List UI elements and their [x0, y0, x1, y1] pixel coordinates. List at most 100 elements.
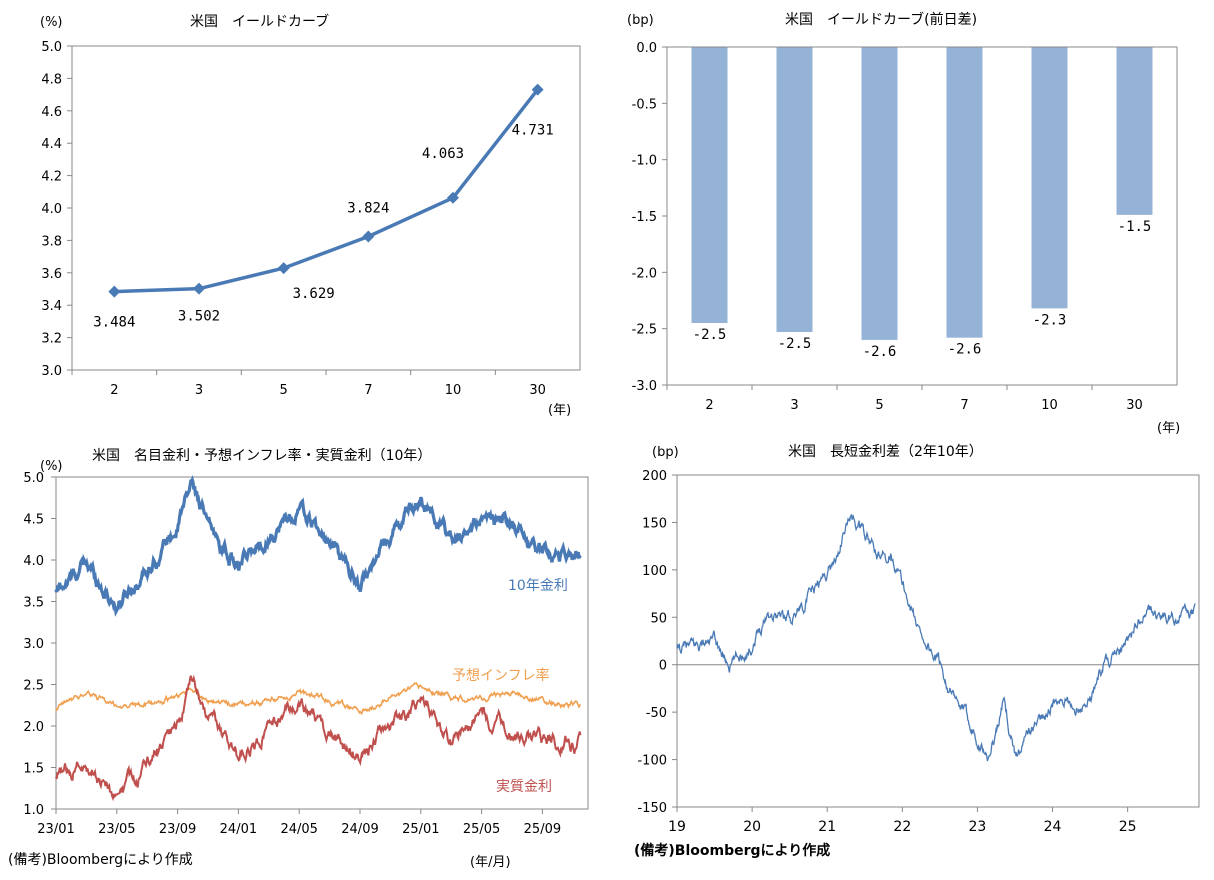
data-label: -2.6	[948, 342, 982, 358]
data-point	[193, 282, 205, 295]
bar	[776, 47, 813, 333]
x-tick-label: 30	[529, 383, 546, 398]
x-tick-label: 30	[1126, 398, 1143, 413]
y-unit-label: (%)	[40, 459, 63, 474]
chart-title: 米国 イールドカーブ	[190, 13, 329, 30]
x-tick-label: 20	[743, 819, 761, 835]
y-tick-label: 4.6	[41, 105, 62, 120]
series-label: 実質金利	[496, 779, 552, 795]
y-tick-label: 3.6	[41, 267, 62, 282]
x-tick-label: 24/01	[220, 822, 257, 837]
y-tick-label: 4.2	[41, 170, 62, 185]
y-tick-label: 1.0	[23, 803, 44, 818]
y-tick-label: -1.5	[632, 210, 657, 225]
x-tick-label: 23/05	[98, 822, 135, 837]
bar	[1031, 47, 1068, 309]
x-unit-label: (年/月)	[470, 855, 511, 870]
series-line	[676, 514, 1196, 762]
plot-layer: 0.0 -0.5 -1.0 -1.5 -2.0 -2.5 -3.0 2 -2.5 3 -2.5 5 -2…	[632, 41, 1177, 413]
data-label: 3.824	[347, 201, 389, 217]
y-tick-label: 3.5	[23, 596, 44, 611]
x-tick-label: 24/09	[341, 822, 378, 837]
data-label: -2.5	[778, 336, 812, 352]
x-tick-label: 2	[110, 383, 118, 398]
series-line	[55, 674, 582, 802]
y-tick-label: 50	[650, 611, 667, 626]
data-point	[531, 83, 544, 96]
y-tick-label: 4.0	[41, 202, 62, 217]
bar	[946, 47, 983, 338]
y-tick-label: -150	[637, 801, 667, 816]
y-tick-label: 100	[642, 564, 667, 579]
y-tick-label: 4.4	[41, 137, 62, 152]
y-tick-label: -50	[646, 706, 667, 721]
x-tick-label: 3	[195, 383, 203, 398]
series-label: 予想インフレ率	[452, 667, 550, 684]
x-tick-label: 24	[1044, 819, 1062, 835]
x-tick-label: 23/01	[37, 822, 74, 837]
data-label: 4.063	[422, 146, 464, 162]
bar	[1116, 47, 1153, 215]
x-tick-label: 24/05	[280, 822, 317, 837]
yield-curve-panel: 米国 イールドカーブ (%) (年) 3.0 3.2 3.4 3.6 3.8 4.0 4.2…	[0, 0, 600, 430]
series-label: 10年金利	[508, 578, 568, 594]
y-unit-label: (bp)	[627, 13, 654, 28]
y-tick-label: 3.4	[41, 299, 62, 314]
x-tick-label: 2	[705, 398, 713, 413]
data-point	[108, 285, 121, 298]
plot-layer: 1.0 1.5 2.0 2.5 3.0 3.5 4.0 4.5 5.0 23/01 23/05 23/…	[23, 471, 582, 837]
series-line	[54, 475, 582, 617]
data-label: 3.484	[93, 315, 135, 331]
y-tick-label: 2.0	[23, 720, 44, 735]
y-tick-label: 0	[659, 659, 667, 674]
plot-frame	[666, 46, 1178, 386]
x-tick-label: 5	[280, 383, 288, 398]
y-tick-label: 3.0	[23, 637, 44, 652]
data-label: 4.731	[512, 123, 554, 139]
y-tick-label: -2.5	[632, 323, 657, 338]
y-tick-label: -2.0	[632, 266, 657, 281]
yield-curve-chart: 米国 イールドカーブ (%) (年) 3.0 3.2 3.4 3.6 3.8 4.0 4.2…	[40, 13, 581, 418]
rates-panel: 米国 名目金利・予想インフレ率・実質金利（10年） (%) (年/月) 1.0 1…	[0, 440, 600, 876]
x-tick-label: 25/05	[463, 822, 500, 837]
y-tick-label: 1.5	[23, 762, 44, 777]
x-tick-label: 19	[668, 819, 686, 835]
x-tick-label: 23	[969, 819, 987, 835]
data-point	[362, 230, 375, 243]
y-tick-label: 4.8	[41, 72, 62, 87]
rates-chart: 米国 名目金利・予想インフレ率・実質金利（10年） (%) (年/月) 1.0 1…	[23, 447, 589, 870]
plot-frame	[71, 45, 581, 371]
y-tick-label: 5.0	[23, 471, 44, 486]
y-tick-label: 0.0	[636, 41, 657, 56]
y-tick-label: 4.5	[23, 513, 44, 528]
y-tick-label: 3.2	[41, 332, 62, 347]
source-note-right: (備考)Bloombergにより作成	[634, 843, 831, 859]
y-tick-label: 3.8	[41, 234, 62, 249]
bar	[691, 47, 728, 324]
data-point	[447, 191, 459, 204]
x-tick-label: 7	[960, 398, 968, 413]
yield-change-chart: 米国 イールドカーブ(前日差) (bp) (年) 0.0 -0.5 -1.0 -1.5…	[627, 11, 1180, 436]
series-line	[55, 682, 582, 716]
y-tick-label: 5.0	[41, 40, 62, 55]
plot-frame	[676, 474, 1200, 808]
x-tick-label: 25	[1119, 819, 1137, 835]
y-unit-label: (%)	[40, 15, 63, 30]
x-tick-label: 23/09	[159, 822, 196, 837]
x-tick-label: 10	[445, 383, 462, 398]
chart-title: 米国 名目金利・予想インフレ率・実質金利（10年）	[92, 447, 431, 464]
data-label: 3.629	[293, 286, 335, 302]
yield-change-panel: 米国 イールドカーブ(前日差) (bp) (年) 0.0 -0.5 -1.0 -1.5…	[605, 0, 1214, 440]
plot-layer: 3.0 3.2 3.4 3.6 3.8 4.0 4.2 4.4 4.6 4.8 5.0 2 3 5 7 10 3…	[41, 40, 553, 398]
x-tick-label: 21	[818, 819, 836, 835]
y-tick-label: 3.0	[41, 364, 62, 379]
y-tick-label: -100	[637, 754, 667, 769]
data-label: 3.502	[178, 309, 220, 325]
x-tick-label: 5	[875, 398, 883, 413]
chart-title: 米国 長短金利差（2年10年）	[788, 444, 983, 460]
y-tick-label: -3.0	[632, 379, 657, 394]
data-point	[277, 262, 290, 275]
y-tick-label: -1.0	[632, 154, 657, 169]
series-line	[114, 88, 540, 294]
source-note-left: (備考)Bloombergにより作成	[8, 852, 193, 868]
